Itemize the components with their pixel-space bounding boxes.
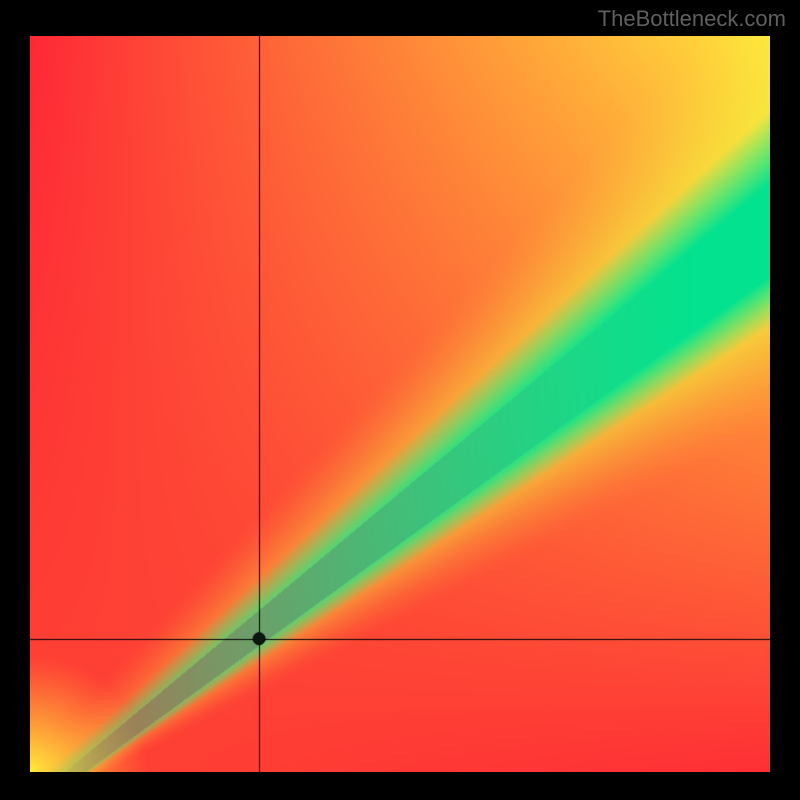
heatmap-canvas — [30, 36, 770, 772]
watermark-text: TheBottleneck.com — [598, 6, 786, 32]
heatmap-chart — [30, 36, 770, 772]
